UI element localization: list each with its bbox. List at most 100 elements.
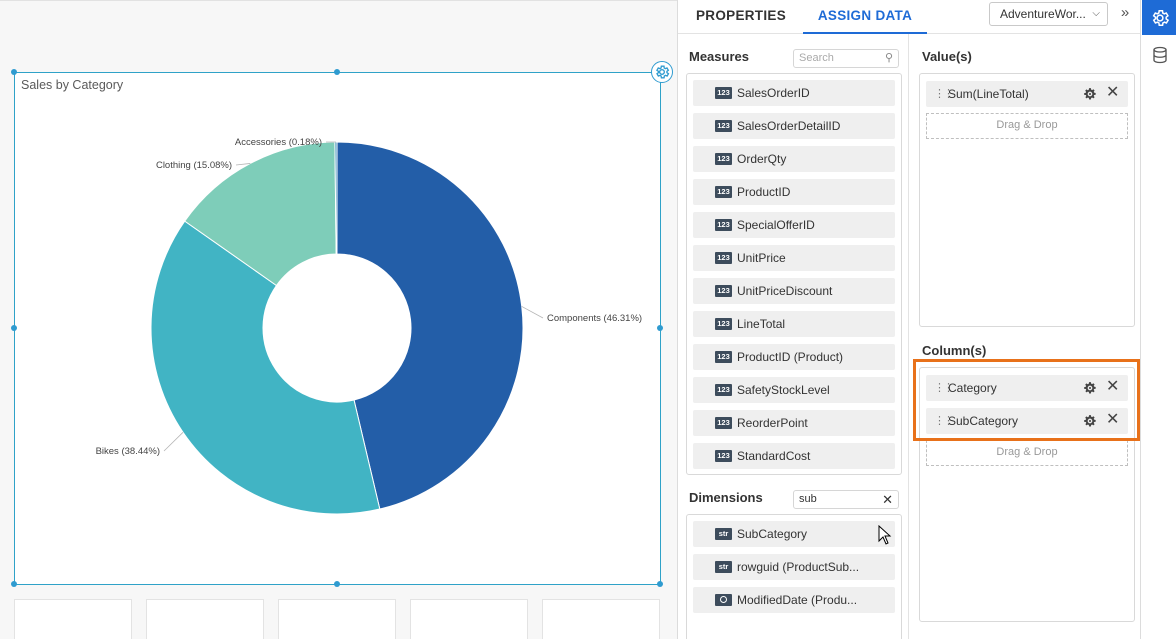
remove-icon[interactable]: ✕: [1106, 84, 1120, 101]
values-dropzone[interactable]: Drag & Drop: [926, 113, 1128, 139]
slice-label: Clothing (15.08%): [156, 160, 232, 171]
field-item[interactable]: 123 ReorderPoint: [693, 410, 895, 436]
dimensions-list: str SubCategory str rowguid (ProductSub... M…: [686, 514, 902, 639]
columns-highlight-box: [913, 359, 1140, 441]
values-label: Value(s): [922, 49, 972, 64]
empty-tile[interactable]: [14, 599, 132, 639]
value-chip[interactable]: ⋮⋮ Sum(LineTotal) ✕: [926, 81, 1128, 107]
collapse-panel-button[interactable]: »: [1120, 4, 1130, 21]
measures-list: 123 SalesOrderID 123 SalesOrderDetailID 123 O…: [686, 73, 902, 475]
slice-label: Accessories (0.18%): [235, 137, 322, 148]
resize-handle-b[interactable]: [334, 581, 340, 587]
empty-tile[interactable]: [146, 599, 264, 639]
field-name: UnitPriceDiscount: [737, 284, 833, 298]
field-name: StandardCost: [737, 449, 811, 463]
empty-tile[interactable]: [278, 599, 396, 639]
drag-grip-icon[interactable]: ⋮⋮: [934, 382, 954, 394]
widget-tiles-row: [0, 599, 677, 639]
drag-grip-icon[interactable]: ⋮⋮: [934, 415, 954, 427]
rail-data-button[interactable]: [1142, 37, 1176, 72]
remove-icon[interactable]: ✕: [1106, 378, 1120, 395]
field-item[interactable]: 123 UnitPriceDiscount: [693, 278, 895, 304]
field-item[interactable]: 123 ProductID: [693, 179, 895, 205]
field-item[interactable]: 123 LineTotal: [693, 311, 895, 337]
field-item[interactable]: 123 SpecialOfferID: [693, 212, 895, 238]
number-type-icon: 123: [715, 219, 732, 231]
string-type-icon: str: [715, 528, 732, 540]
dimensions-label: Dimensions: [689, 490, 763, 505]
number-type-icon: 123: [715, 318, 732, 330]
slice-connector-line: [521, 306, 544, 319]
pie-slice-bikes[interactable]: [150, 220, 381, 515]
right-icon-rail: [1140, 0, 1176, 639]
value-chip-label: Sum(LineTotal): [948, 87, 1029, 101]
widget-title: Sales by Category: [21, 78, 124, 92]
empty-tile[interactable]: [542, 599, 660, 639]
field-item[interactable]: 123 OrderQty: [693, 146, 895, 172]
resize-handle-t[interactable]: [334, 69, 340, 75]
field-name: LineTotal: [737, 317, 786, 331]
gear-icon[interactable]: [1083, 381, 1097, 395]
field-name: rowguid (ProductSub...: [737, 560, 860, 574]
drag-grip-icon[interactable]: ⋮⋮: [934, 88, 954, 100]
tab-properties[interactable]: PROPERTIES: [695, 8, 787, 23]
widget-settings-button[interactable]: [651, 61, 673, 83]
slice-connector-line: [163, 432, 184, 452]
datasource-dropdown[interactable]: AdventureWor... ⌵: [989, 2, 1108, 26]
field-item[interactable]: 123 ProductID (Product): [693, 344, 895, 370]
number-type-icon: 123: [715, 153, 732, 165]
field-name: ProductID (Product): [737, 350, 844, 364]
slice-label: Components (46.31%): [547, 313, 642, 324]
column-chip[interactable]: ⋮⋮ SubCategory ✕: [926, 408, 1128, 434]
database-icon: [1152, 46, 1167, 63]
resize-handle-br[interactable]: [657, 581, 663, 587]
pie-slice-clothing[interactable]: [184, 141, 337, 287]
values-dropbox[interactable]: ⋮⋮ Sum(LineTotal) ✕ Drag & Drop: [919, 73, 1135, 327]
columns-dropzone[interactable]: Drag & Drop: [926, 440, 1128, 466]
resize-handle-r[interactable]: [657, 325, 663, 331]
field-item[interactable]: str rowguid (ProductSub...: [693, 554, 895, 580]
column-chip-label: SubCategory: [948, 414, 1019, 428]
search-placeholder: Search: [799, 52, 834, 64]
resize-handle-l[interactable]: [11, 325, 17, 331]
dimensions-search-input[interactable]: sub ✕: [793, 490, 899, 509]
assign-data-panel: PROPERTIES ASSIGN DATA AdventureWor... ⌵…: [677, 0, 1141, 639]
gear-icon[interactable]: [1083, 87, 1097, 101]
mouse-cursor-icon: [878, 525, 892, 545]
search-value: sub: [799, 493, 817, 505]
field-item[interactable]: 123 UnitPrice: [693, 245, 895, 271]
field-name: ReorderPoint: [737, 416, 808, 430]
field-item[interactable]: 123 SalesOrderID: [693, 80, 895, 106]
field-name: SalesOrderID: [737, 86, 810, 100]
tab-assign-data[interactable]: ASSIGN DATA: [803, 0, 927, 34]
remove-icon[interactable]: ✕: [1106, 411, 1120, 428]
measures-search-input[interactable]: Search ⚲: [793, 49, 899, 68]
field-item[interactable]: str SubCategory: [693, 521, 895, 547]
measures-label: Measures: [689, 49, 749, 64]
string-type-icon: str: [715, 561, 732, 573]
field-item[interactable]: 123 StandardCost: [693, 443, 895, 469]
column-chip[interactable]: ⋮⋮ Category ✕: [926, 375, 1128, 401]
datasource-value: AdventureWor...: [1000, 7, 1086, 21]
resize-handle-tl[interactable]: [11, 69, 17, 75]
chart-widget[interactable]: Sales by Category Components (46.31%) Bik…: [14, 61, 673, 585]
number-type-icon: 123: [715, 285, 732, 297]
resize-handle-bl[interactable]: [11, 581, 17, 587]
field-item[interactable]: 123 SalesOrderDetailID: [693, 113, 895, 139]
gear-icon: [656, 65, 670, 79]
chevron-down-icon: ⌵: [1092, 8, 1100, 19]
panel-divider: [908, 34, 909, 639]
field-name: SalesOrderDetailID: [737, 119, 841, 133]
clear-search-icon[interactable]: ✕: [882, 492, 893, 507]
gear-icon[interactable]: [1083, 414, 1097, 428]
number-type-icon: 123: [715, 417, 732, 429]
field-name: SpecialOfferID: [737, 218, 815, 232]
field-item[interactable]: 123 SafetyStockLevel: [693, 377, 895, 403]
number-type-icon: 123: [715, 384, 732, 396]
field-item[interactable]: ModifiedDate (Produ...: [693, 587, 895, 613]
empty-tile[interactable]: [410, 599, 528, 639]
rail-settings-button[interactable]: [1142, 0, 1176, 35]
columns-dropbox[interactable]: ⋮⋮ Category ✕ ⋮⋮ SubCategory ✕ Drag & Dr…: [919, 367, 1135, 622]
field-name: ModifiedDate (Produ...: [737, 593, 858, 607]
pie-slice-components[interactable]: [336, 141, 524, 510]
